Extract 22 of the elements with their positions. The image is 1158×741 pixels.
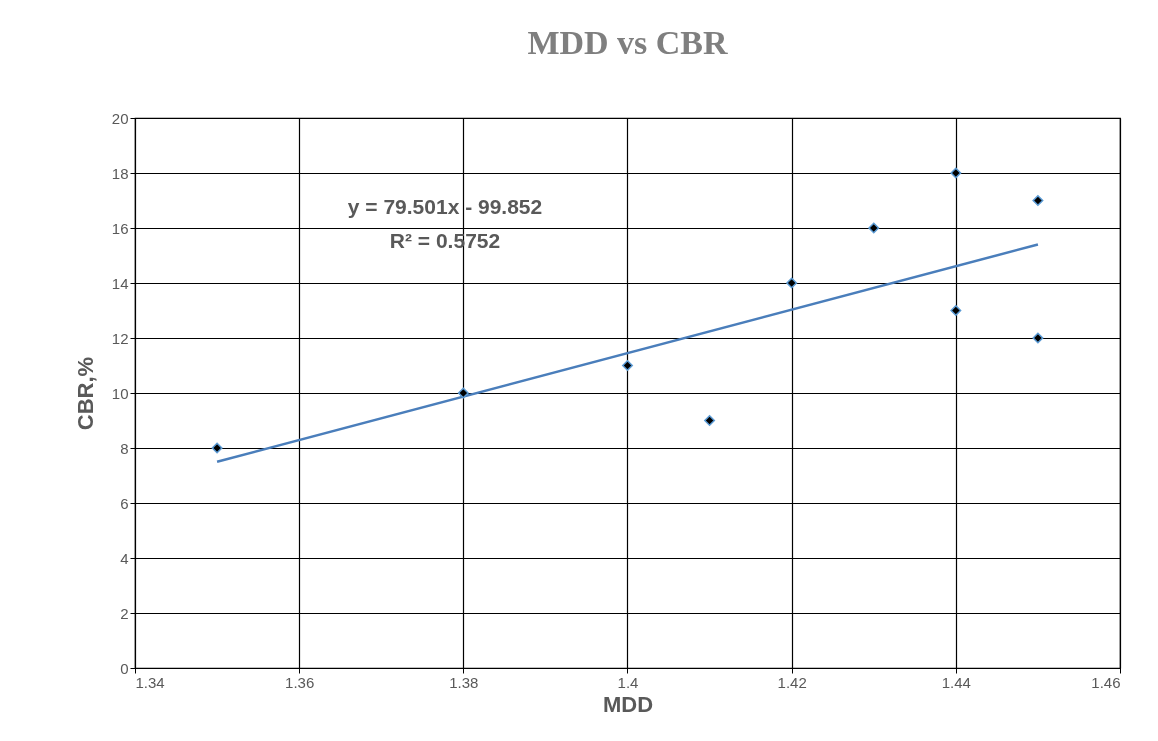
y-tick-label: 12 xyxy=(111,329,129,347)
y-tick-label: 2 xyxy=(120,604,129,622)
y-tick-label: 10 xyxy=(111,384,129,402)
x-tick-label: 1.4 xyxy=(617,673,639,691)
x-tick-label: 1.34 xyxy=(135,673,165,691)
y-tick-label: 0 xyxy=(120,659,129,677)
y-tick-label: 6 xyxy=(120,494,129,512)
y-tick-label: 18 xyxy=(111,164,129,182)
y-tick-label: 4 xyxy=(120,549,129,567)
x-axis-title: MDD xyxy=(602,691,654,717)
x-tick-label: 1.42 xyxy=(777,673,807,691)
x-tick-label: 1.44 xyxy=(941,673,971,691)
chart-title: MDD vs CBR xyxy=(527,24,729,61)
y-tick-label: 20 xyxy=(111,109,129,127)
x-tick-label: 1.38 xyxy=(449,673,479,691)
y-axis-title: CBR,% xyxy=(72,356,98,431)
annotation: y = 79.501x - 99.852 xyxy=(347,195,543,218)
y-tick-label: 16 xyxy=(111,219,129,237)
x-tick-label: 1.36 xyxy=(285,673,315,691)
x-tick-label: 1.46 xyxy=(1091,673,1121,691)
y-tick-label: 8 xyxy=(120,439,129,457)
y-tick-label: 14 xyxy=(111,274,129,292)
